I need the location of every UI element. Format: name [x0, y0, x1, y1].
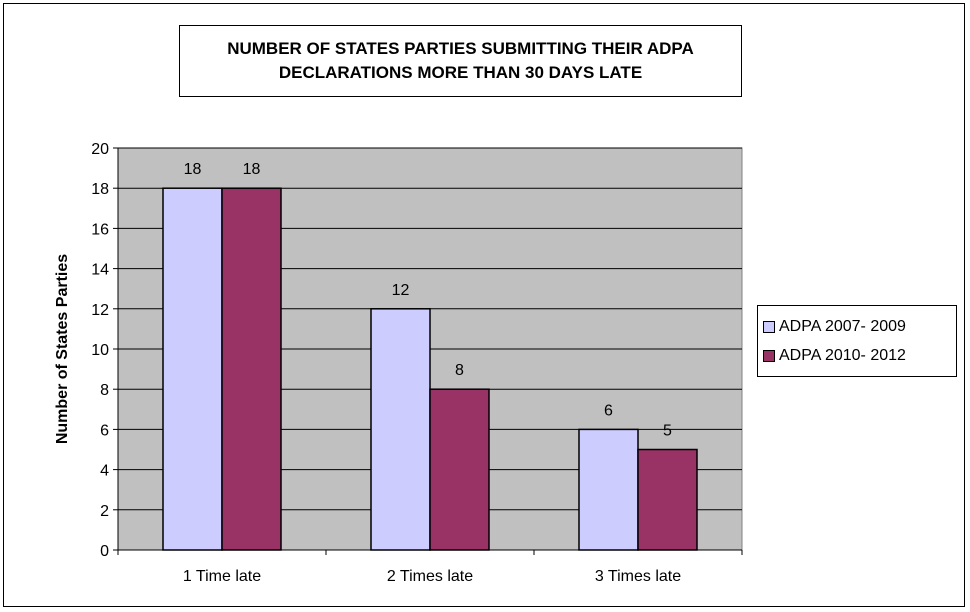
y-tick-label-14: 14: [91, 262, 109, 279]
x-tick-label-1: 1 Time late: [183, 568, 261, 585]
y-axis-label: Number of States Parties: [54, 254, 71, 444]
bar-2-1: [221, 187, 282, 551]
bar-2-2: [429, 388, 490, 551]
legend-swatch-series-2: [763, 349, 775, 362]
bar-1-3: [578, 428, 639, 551]
legend-swatch-series-1: [763, 320, 775, 333]
y-tick-label-2: 2: [100, 503, 109, 520]
legend-label-series-1: ADPA 2007- 2009: [779, 317, 906, 335]
bar-2-3: [637, 448, 698, 551]
y-tick-label-16: 16: [91, 221, 109, 238]
y-tick-label-12: 12: [91, 302, 109, 319]
chart-title-box: NUMBER OF STATES PARTIES SUBMITTING THEI…: [179, 25, 742, 97]
x-tick-label-2: 2 Times late: [387, 568, 473, 585]
data-label-2-2: 8: [455, 362, 464, 379]
legend-label-series-2: ADPA 2010- 2012: [779, 346, 906, 364]
legend-item-series-2: ADPA 2010- 2012: [763, 341, 956, 370]
data-label-1-1: 18: [184, 161, 202, 178]
legend-item-series-1: ADPA 2007- 2009: [763, 312, 956, 341]
y-tick-label-8: 8: [100, 382, 109, 399]
y-tick-label-6: 6: [100, 422, 109, 439]
y-tick-label-10: 10: [91, 342, 109, 359]
data-label-2-3: 5: [663, 423, 672, 440]
bar-1-1: [162, 187, 223, 551]
legend: ADPA 2007- 2009 ADPA 2010- 2012: [757, 305, 957, 377]
data-label-1-2: 12: [392, 282, 410, 299]
chart-title: NUMBER OF STATES PARTIES SUBMITTING THEI…: [227, 39, 694, 82]
y-tick-label-4: 4: [100, 463, 109, 480]
y-tick-label-0: 0: [100, 543, 109, 560]
y-tick-label-20: 20: [91, 141, 109, 158]
data-label-1-3: 6: [604, 402, 613, 419]
y-tick-label-18: 18: [91, 181, 109, 198]
data-label-2-1: 18: [243, 161, 261, 178]
x-tick-label-3: 3 Times late: [595, 568, 681, 585]
bar-1-2: [370, 308, 431, 551]
